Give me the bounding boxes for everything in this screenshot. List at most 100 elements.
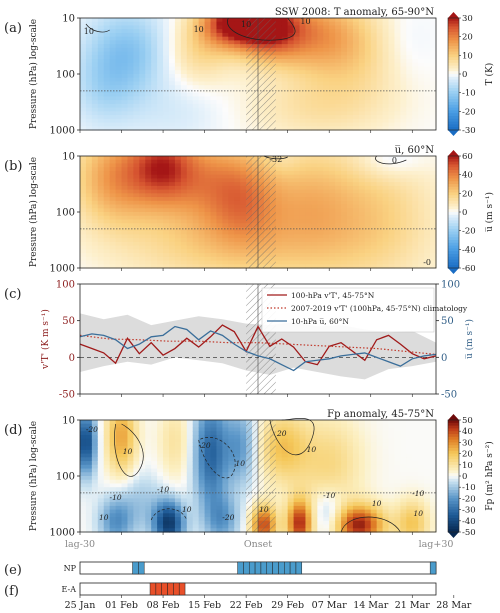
heatmap-cell — [323, 253, 330, 258]
heatmap-cell — [406, 215, 413, 221]
heatmap-cell — [85, 517, 93, 522]
heatmap-cell — [293, 468, 301, 473]
heatmap-cell — [216, 226, 223, 232]
heatmap-cell — [204, 502, 212, 507]
heatmap-cell — [151, 241, 158, 247]
heatmap-cell — [287, 234, 295, 239]
heatmap-cell — [121, 505, 129, 511]
heatmap-cell — [275, 197, 283, 202]
heatmap-cell — [198, 509, 206, 514]
heatmap-cell — [180, 420, 188, 425]
heatmap-cell — [418, 197, 425, 202]
heatmap-cell — [305, 74, 312, 79]
heatmap-cell — [145, 245, 152, 250]
heatmap-cell — [400, 107, 407, 112]
heatmap-cell — [430, 70, 437, 75]
colorbar-step — [448, 251, 459, 255]
heatmap-cell — [204, 59, 212, 64]
heatmap-cell — [210, 32, 218, 38]
heatmap-cell — [388, 174, 396, 179]
heatmap-cell — [388, 256, 396, 262]
heatmap-cell — [358, 223, 366, 228]
heatmap-cell — [97, 449, 105, 455]
heatmap-cell — [103, 241, 111, 247]
heatmap-cell — [275, 70, 283, 75]
heatmap-cell — [139, 170, 146, 176]
heatmap-cell — [157, 51, 164, 56]
heatmap-cell — [430, 40, 437, 45]
heatmap-cell — [299, 223, 307, 228]
heatmap-cell — [234, 212, 241, 217]
heatmap-cell — [180, 185, 188, 191]
heatmap-cell — [127, 502, 134, 507]
heatmap-cell — [358, 230, 366, 235]
heatmap-cell — [305, 212, 312, 217]
heatmap-cell — [133, 21, 140, 27]
heatmap-cell — [97, 25, 105, 30]
heatmap-cell — [234, 453, 241, 458]
heatmap-cell — [151, 163, 158, 168]
heatmap-cell — [216, 423, 223, 429]
heatmap-cell — [139, 81, 146, 86]
heatmap-cell — [424, 208, 431, 213]
heatmap-cell — [281, 442, 289, 447]
heatmap-cell — [228, 18, 235, 23]
heatmap-cell — [341, 92, 348, 97]
heatmap-cell — [121, 107, 129, 112]
heatmap-cell — [210, 88, 218, 94]
heatmap-cell — [341, 29, 348, 34]
heatmap-cell — [163, 427, 170, 432]
heatmap-cell — [370, 208, 378, 213]
heatmap-cell — [198, 70, 206, 75]
heatmap-cell — [169, 62, 176, 68]
heatmap-cell — [382, 264, 390, 269]
heatmap-cell — [287, 62, 295, 68]
heatmap-cell — [169, 103, 176, 109]
heatmap-cell — [186, 185, 194, 191]
heatmap-cell — [163, 122, 170, 127]
heatmap-cell — [228, 446, 235, 451]
heatmap-cell — [151, 185, 158, 191]
heatmap-cell — [234, 88, 241, 94]
colorbar-step — [448, 76, 459, 81]
heatmap-cell — [103, 505, 111, 511]
heatmap-cell — [216, 260, 223, 265]
heatmap-cell — [151, 77, 158, 83]
heatmap-cell — [204, 509, 212, 514]
heatmap-cell — [305, 100, 312, 105]
heatmap-cell — [335, 234, 342, 239]
heatmap-cell — [234, 438, 241, 443]
heatmap-cell — [103, 502, 111, 507]
heatmap-cell — [388, 96, 396, 101]
heatmap-cell — [121, 197, 129, 202]
heatmap-cell — [121, 472, 129, 477]
heatmap-cell — [210, 502, 218, 507]
heatmap-cell — [412, 256, 419, 262]
heatmap-cell — [133, 442, 140, 447]
heatmap-cell — [400, 189, 407, 194]
heatmap-cell — [121, 174, 129, 179]
heatmap-cell — [127, 483, 134, 488]
heatmap-cell — [139, 226, 146, 232]
heatmap-cell — [228, 226, 235, 232]
heatmap-cell — [127, 62, 134, 68]
heatmap-cell — [323, 85, 330, 90]
heatmap-cell — [412, 96, 419, 101]
heatmap-cell — [163, 159, 170, 165]
heatmap-cell — [376, 92, 384, 97]
heatmap-cell — [281, 245, 289, 250]
heatmap-cell — [139, 230, 146, 235]
heatmap-cell — [406, 264, 413, 269]
heatmap-cell — [412, 241, 419, 247]
heatmap-cell — [109, 226, 117, 232]
heatmap-cell — [139, 517, 146, 522]
heatmap-cell — [323, 249, 330, 254]
heatmap-cell — [85, 431, 93, 436]
heatmap-cell — [329, 193, 336, 198]
heatmap-cell — [157, 159, 164, 165]
heatmap-cell — [358, 115, 366, 120]
heatmap-cell — [335, 77, 342, 83]
heatmap-cell — [180, 494, 188, 499]
heatmap-cell — [370, 219, 378, 224]
